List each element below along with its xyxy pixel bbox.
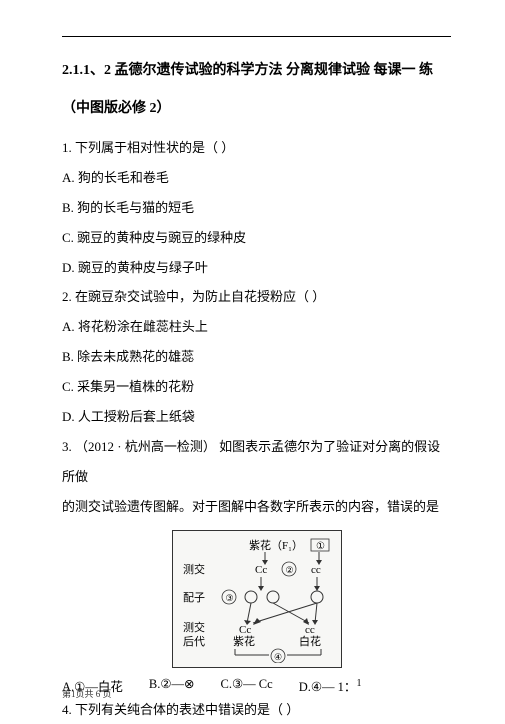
q3-ans-d: D.④— 1：1: [299, 676, 362, 695]
q1-opt-c: C. 豌豆的黄种皮与豌豆的绿种皮: [62, 223, 451, 253]
d-r5-left: 后代: [183, 635, 205, 648]
q3-stem-l2: 的测交试验遗传图解。对于图解中各数字所表示的内容，错误的是: [62, 492, 451, 522]
d-r2-c1: Cc: [255, 564, 267, 576]
q3-ans-b: B.②—⊗: [149, 676, 195, 695]
d-r4-c1: Cc: [239, 624, 251, 636]
q3-stem-l1: 3. （2012 · 杭州高一检测） 如图表示孟德尔为了验证对分离的假设所做: [62, 432, 451, 492]
d-r1-center: 紫花（F₁）: [249, 539, 303, 552]
d-r1-right: ①: [316, 541, 325, 552]
d-r4-left: 测交: [183, 620, 205, 634]
top-rule: [62, 36, 451, 37]
q1-opt-d: D. 豌豆的黄种皮与绿子叶: [62, 253, 451, 283]
page-footer: 第1页共 6 页: [62, 687, 112, 700]
q3-ans-c: C.③— Cc: [221, 676, 273, 695]
q2-opt-d: D. 人工授粉后套上纸袋: [62, 402, 451, 432]
d-r2-mid: ②: [285, 565, 293, 575]
q3-answers: A.①—白花 B.②—⊗ C.③— Cc D.④— 1：1: [62, 676, 451, 695]
q4-stem: 4. 下列有关纯合体的表述中错误的是（ ）: [62, 695, 451, 724]
d-r2-left: 测交: [183, 562, 205, 576]
d-r4-c2: cc: [305, 624, 315, 636]
q1-stem: 1. 下列属于相对性状的是（ ）: [62, 133, 451, 163]
d-r5-c2: 白花: [299, 634, 321, 648]
doc-title-line2: （中图版必修 2）: [62, 95, 451, 123]
doc-title-line1: 2.1.1、2 孟德尔遗传试验的科学方法 分离规律试验 每课一 练: [62, 57, 451, 85]
q2-opt-a: A. 将花粉涂在雌蕊柱头上: [62, 312, 451, 342]
d-r2-c2: cc: [311, 564, 321, 576]
genetics-diagram: 紫花（F₁） ① 测交 Cc ② cc 配子: [172, 530, 342, 668]
q2-opt-b: B. 除去未成熟花的雄蕊: [62, 342, 451, 372]
d-r6-mid: ④: [274, 652, 282, 662]
q2-stem: 2. 在豌豆杂交试验中，为防止自花授粉应（ ）: [62, 282, 451, 312]
q2-opt-c: C. 采集另一植株的花粉: [62, 372, 451, 402]
q1-opt-a: A. 狗的长毛和卷毛: [62, 163, 451, 193]
q1-opt-b: B. 狗的长毛与猫的短毛: [62, 193, 451, 223]
d-r3-left: 配子: [183, 591, 205, 604]
d-r5-c1: 紫花: [233, 635, 255, 648]
d-r3-mid: ③: [225, 593, 233, 603]
